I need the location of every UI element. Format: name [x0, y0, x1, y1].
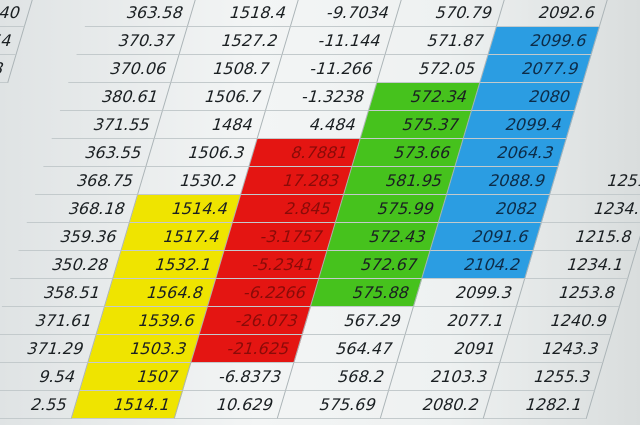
cell: 2064.3 — [455, 139, 567, 167]
cell: 572.34 — [368, 83, 481, 111]
cell: -9.7034 — [290, 0, 402, 27]
cell: 4.484 — [257, 111, 369, 139]
cell: 1518.4 — [187, 0, 299, 27]
cell: 2088.9 — [446, 167, 559, 195]
cell: -3.1757 — [224, 223, 336, 251]
cell: 575.69 — [277, 391, 389, 419]
cell: 567.29 — [302, 307, 414, 335]
cell: 2104.2 — [422, 251, 534, 279]
cell: 1282.1 — [483, 391, 595, 419]
cell: 2099.4 — [463, 111, 575, 139]
cell: 2091 — [397, 335, 509, 363]
cell: -11.144 — [282, 27, 394, 55]
cell: 572.67 — [319, 251, 431, 279]
cell: 40 — [0, 0, 33, 27]
cell: 358.51 — [1, 279, 114, 307]
cell: 572.05 — [377, 55, 489, 83]
cell: 350.28 — [10, 251, 122, 279]
cell: 1255.3 — [491, 363, 604, 391]
cell: 1564.8 — [104, 279, 217, 307]
cell: 2.55 — [0, 391, 80, 419]
cell: 1506.3 — [146, 139, 258, 167]
cell: 54 — [0, 27, 25, 55]
cell: 575.99 — [335, 195, 447, 223]
cell: 1484 — [154, 111, 266, 139]
cell: -6.8373 — [182, 363, 295, 391]
cell: 2077.9 — [480, 55, 592, 83]
cell: 8.7881 — [249, 139, 361, 167]
cell: 2077.1 — [405, 307, 517, 335]
cell: 575.88 — [310, 279, 423, 307]
cell: 1251 — [549, 167, 640, 195]
cell: 568.2 — [285, 363, 398, 391]
cell: 1532.1 — [113, 251, 225, 279]
cell: 371.61 — [0, 307, 105, 335]
cell: 575.37 — [360, 111, 472, 139]
cell: 1253.8 — [516, 279, 629, 307]
cell: 363.58 — [84, 0, 196, 27]
cell: 564.47 — [294, 335, 406, 363]
cell: 368.18 — [26, 195, 138, 223]
cell: 1234. — [541, 195, 640, 223]
cell: 370.37 — [76, 27, 188, 55]
cell: 2099.6 — [488, 27, 600, 55]
cell: 2099.3 — [413, 279, 526, 307]
cell: 9.54 — [0, 363, 89, 391]
cell: -5.2341 — [216, 251, 328, 279]
cell: 370.06 — [68, 55, 180, 83]
cell: -11.266 — [274, 55, 386, 83]
cell: 1240.9 — [508, 307, 620, 335]
cell: 1514.4 — [129, 195, 241, 223]
cell: 1514.1 — [71, 391, 183, 419]
cell: 363.55 — [43, 139, 155, 167]
cell: 2080 — [471, 83, 584, 111]
cell: 1508.7 — [171, 55, 283, 83]
cell: 1234.1 — [525, 251, 637, 279]
cell: 380.61 — [59, 83, 172, 111]
cell: -6.2266 — [207, 279, 320, 307]
cell: 1506.7 — [162, 83, 275, 111]
cell: -21.625 — [191, 335, 303, 363]
cell: -1.3238 — [265, 83, 378, 111]
cell: 371.55 — [51, 111, 163, 139]
cell: 1243.3 — [500, 335, 612, 363]
cell: 570.79 — [393, 0, 505, 27]
cell: 2092.6 — [496, 0, 608, 27]
cell: 573.66 — [352, 139, 464, 167]
cell: 571.87 — [385, 27, 497, 55]
cell: 1215.8 — [533, 223, 640, 251]
cell: 2082 — [438, 195, 550, 223]
cell: -26.073 — [199, 307, 311, 335]
cell: 1539.6 — [96, 307, 208, 335]
cell: 2.845 — [232, 195, 344, 223]
cell: 1507 — [79, 363, 192, 391]
cell: 2091.6 — [430, 223, 542, 251]
cell: 572.43 — [327, 223, 439, 251]
cell: 2103.3 — [388, 363, 501, 391]
cell: 08 — [0, 55, 17, 83]
cell: 1517.4 — [121, 223, 233, 251]
cell: 371.29 — [0, 335, 97, 363]
cell: 1503.3 — [88, 335, 200, 363]
cell: 1530.2 — [137, 167, 250, 195]
cell: 10.629 — [174, 391, 286, 419]
cell: 359.36 — [18, 223, 130, 251]
cell: 368.75 — [34, 167, 147, 195]
cell: 1527.2 — [179, 27, 291, 55]
cell: 581.95 — [343, 167, 456, 195]
cell: 2080.2 — [380, 391, 492, 419]
cell: 17.283 — [240, 167, 353, 195]
